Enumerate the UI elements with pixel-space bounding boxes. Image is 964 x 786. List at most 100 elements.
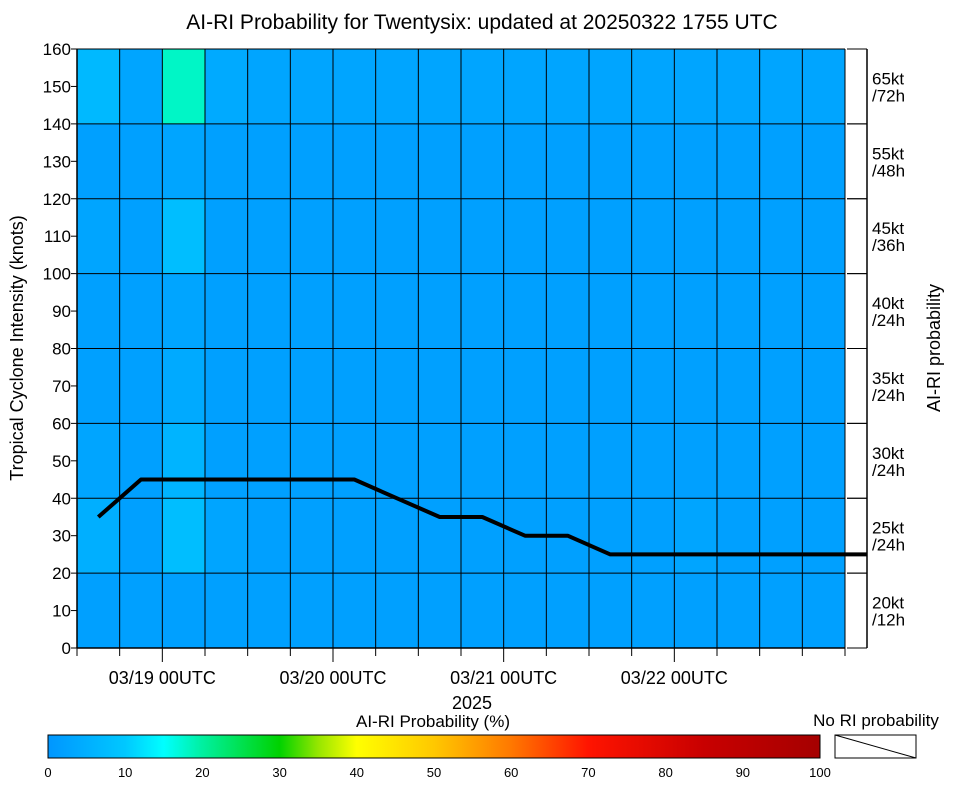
heatmap-cell — [333, 273, 376, 349]
chart-title: AI-RI Probability for Twentysix: updated… — [186, 11, 777, 34]
heatmap-cell — [503, 49, 547, 124]
y-tick-label: 160 — [43, 40, 71, 59]
heatmap-cell — [717, 123, 760, 199]
heatmap-cell — [674, 423, 717, 499]
y-tick-label: 120 — [43, 190, 71, 209]
ri-row-label: 40kt — [872, 294, 904, 313]
heatmap-cell — [375, 423, 419, 499]
heatmap-cell — [546, 49, 589, 124]
intensity-line — [96, 477, 867, 557]
heatmap-cell — [759, 423, 803, 499]
gridlines — [77, 49, 845, 648]
heatmap-cell — [461, 498, 504, 574]
y-axis-ticks: 0 10 20 30 40 50 60 70 80 90 100 110 120 130 140 150 160 — [43, 40, 77, 658]
heatmap-cell — [418, 123, 461, 199]
heatmap-cell — [759, 273, 803, 349]
heatmap-cell — [162, 348, 205, 424]
heatmap-cell — [247, 123, 291, 199]
heatmap-cell — [631, 49, 675, 124]
heatmap-cell — [546, 273, 589, 349]
heatmap-cell — [375, 348, 419, 424]
heatmap-cell — [461, 573, 504, 648]
heatmap-cell — [589, 123, 632, 199]
heatmap-cell — [205, 348, 248, 424]
heatmap-cell — [333, 348, 376, 424]
heatmap-cell — [290, 348, 333, 424]
heatmap-cell — [418, 273, 461, 349]
heatmap-cell — [119, 348, 163, 424]
heatmap-cell — [162, 273, 205, 349]
colorbar-tick-label: 60 — [504, 765, 518, 780]
heatmap-cell — [119, 198, 163, 274]
heatmap-cell — [290, 273, 333, 349]
y-tick-label: 20 — [52, 564, 71, 583]
heatmap-cell — [77, 573, 120, 648]
y-tick-label: 90 — [52, 302, 71, 321]
heatmap-cell — [717, 273, 760, 349]
heatmap-cell — [717, 498, 760, 574]
heatmap-cell — [802, 49, 845, 124]
heatmap-cell — [333, 573, 376, 648]
heatmap-cell — [631, 573, 675, 648]
heatmap-cell — [77, 498, 120, 574]
heatmap-cell — [333, 49, 376, 124]
no-ri-swatch — [834, 734, 917, 759]
y-tick-label: 110 — [44, 227, 71, 246]
heatmap-cell — [205, 423, 248, 499]
y-tick-label: 140 — [43, 115, 71, 134]
colorbar-tick-label: 80 — [658, 765, 672, 780]
heatmap-cell — [717, 573, 760, 648]
heatmap-cell — [674, 49, 717, 124]
heatmap-cell — [119, 498, 163, 574]
heatmap-cell — [77, 423, 120, 499]
heatmap-cell — [759, 123, 803, 199]
heatmap-cell — [759, 348, 803, 424]
heatmap-cell — [77, 348, 120, 424]
heatmap-cell — [717, 348, 760, 424]
x-tick-label: 03/19 00UTC — [109, 668, 216, 688]
heatmap-cell — [247, 49, 291, 124]
heatmap-cell — [162, 573, 205, 648]
heatmap-cell — [290, 498, 333, 574]
heatmap-cell — [119, 49, 163, 124]
x-tick-label: 03/22 00UTC — [621, 668, 728, 688]
heatmap-cell — [247, 498, 291, 574]
heatmap-cell — [418, 423, 461, 499]
heatmap-cell — [589, 198, 632, 274]
heatmap-cell — [589, 348, 632, 424]
colorbar-tick-label: 20 — [195, 765, 209, 780]
heatmap-cell — [162, 123, 205, 199]
heatmap-cell — [674, 348, 717, 424]
x-tick-label: 03/21 00UTC — [450, 668, 557, 688]
heatmap-cell — [247, 198, 291, 274]
colorbar-tick-label: 70 — [581, 765, 595, 780]
heatmap-cell — [205, 123, 248, 199]
heatmap-cell — [119, 273, 163, 349]
heatmap-cell — [589, 49, 632, 124]
y-tick-label: 0 — [62, 639, 71, 658]
heatmap-cell — [290, 573, 333, 648]
heatmap-cell — [674, 498, 717, 574]
ri-row-label: /24h — [872, 461, 905, 480]
heatmap-cell — [375, 498, 419, 574]
heatmap-cells — [77, 49, 845, 648]
heatmap-cell — [77, 123, 120, 199]
x-axis-ticks: 03/19 00UTC 03/20 00UTC 03/21 00UTC 03/22 0… — [76, 648, 846, 688]
colorbar — [47, 734, 821, 759]
heatmap-cell — [589, 498, 632, 574]
heatmap-cell — [674, 573, 717, 648]
heatmap-cell — [503, 348, 547, 424]
heatmap-cell — [631, 423, 675, 499]
y-tick-label: 60 — [52, 414, 71, 433]
heatmap-cell — [503, 123, 547, 199]
heatmap-cell — [589, 273, 632, 349]
ri-row-label: 45kt — [872, 219, 904, 238]
ri-row-label: /72h — [872, 86, 905, 105]
heatmap-cell — [503, 423, 547, 499]
heatmap-cell — [375, 198, 419, 274]
heatmap-cell — [802, 573, 845, 648]
ri-row-label: /24h — [872, 536, 905, 555]
heatmap-cell — [247, 573, 291, 648]
no-ri-label: No RI probability — [813, 711, 939, 730]
